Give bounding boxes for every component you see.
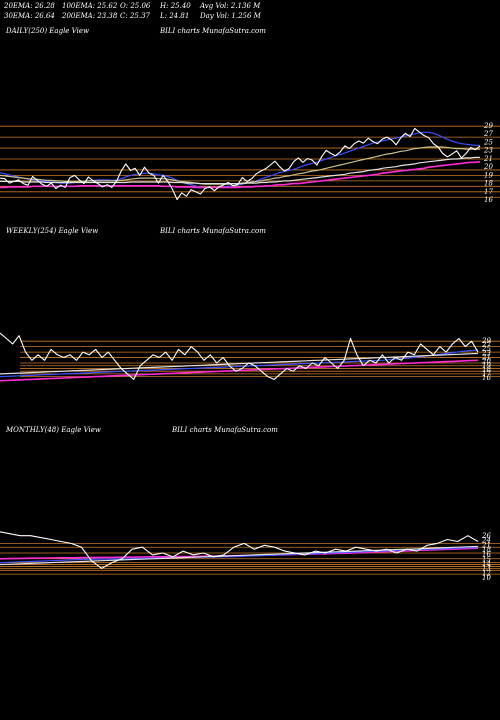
daily-ytick-2: 25 [483,138,493,146]
weekly-ytick-9: 16 [482,374,491,382]
monthly-subtitle: BILI charts MunafaSutra.com [172,426,278,434]
weekly-ytick-7: 18 [482,366,491,374]
daily-ytick-1: 27 [483,130,493,138]
monthly-ytick-1: 24 [481,537,491,545]
monthly-ytick-5: 15 [482,555,491,563]
monthly-ytick-7: 13 [482,565,491,573]
daily-ytick-4: 21 [483,155,493,163]
monthly-ytick-8: 12 [482,569,491,577]
hdr-100ema: 100EMA: 25.62 [62,2,118,10]
daily-series-2 [0,146,480,185]
daily-subtitle: BILI charts MunafaSutra.com [160,27,266,35]
hdr-high: H: 25.40 [160,2,191,10]
daily-series-0 [0,127,481,201]
monthly-title: MONTHLY(48) Eagle View [6,426,101,434]
monthly-ytick-6: 14 [482,560,491,568]
weekly-ytick-3: 23 [481,349,491,357]
hdr-20ema: 20EMA: 26.28 [4,2,55,10]
weekly-series-1 [0,359,479,382]
monthly-ytick-9: 10 [482,574,491,582]
weekly-ytick-2: 25 [481,345,491,353]
hdr-close: C: 25.37 [120,12,150,20]
weekly-ytick-6: 19 [482,362,491,370]
hdr-day-vol: Day Vol: 1.256 M [200,12,261,20]
monthly-series-0 [0,531,479,569]
hdr-low: L: 24.81 [160,12,190,20]
daily-ytick-6: 19 [484,171,493,179]
weekly-series-3 [0,352,479,375]
daily-ytick-8: 17 [484,188,493,196]
monthly-series-2 [0,546,479,564]
weekly-ytick-4: 21 [481,353,491,361]
hdr-200ema: 200EMA: 23.38 [62,12,118,20]
weekly-ytick-8: 17 [482,370,491,378]
monthly-series-3 [0,545,479,566]
hdr-avg-vol: Avg Vol: 2.136 M [200,2,261,10]
weekly-ytick-0: 29 [481,337,491,345]
daily-ytick-3: 23 [483,147,493,155]
daily-series-1 [0,131,480,188]
monthly-ytick-3: 18 [482,546,491,554]
hdr-open: O: 25.06 [120,2,151,10]
monthly-ytick-2: 21 [481,541,491,549]
hdr-30ema: 30EMA: 26.64 [4,12,55,20]
daily-ytick-0: 29 [483,122,493,130]
weekly-ytick-1: 27 [481,341,491,349]
weekly-ytick-5: 20 [481,358,491,366]
daily-series-4 [0,160,481,189]
monthly-ytick-4: 16 [482,551,491,559]
daily-ytick-5: 20 [483,163,493,171]
daily-title: DAILY(250) Eagle View [6,27,89,35]
daily-series-3 [0,156,480,185]
monthly-ytick-0: 26 [481,532,491,540]
weekly-series-0 [0,332,479,380]
daily-ytick-9: 16 [484,196,493,204]
daily-ytick-7: 18 [484,180,493,188]
weekly-title: WEEKLY(254) Eagle View [6,227,99,235]
weekly-subtitle: BILI charts MunafaSutra.com [160,227,266,235]
